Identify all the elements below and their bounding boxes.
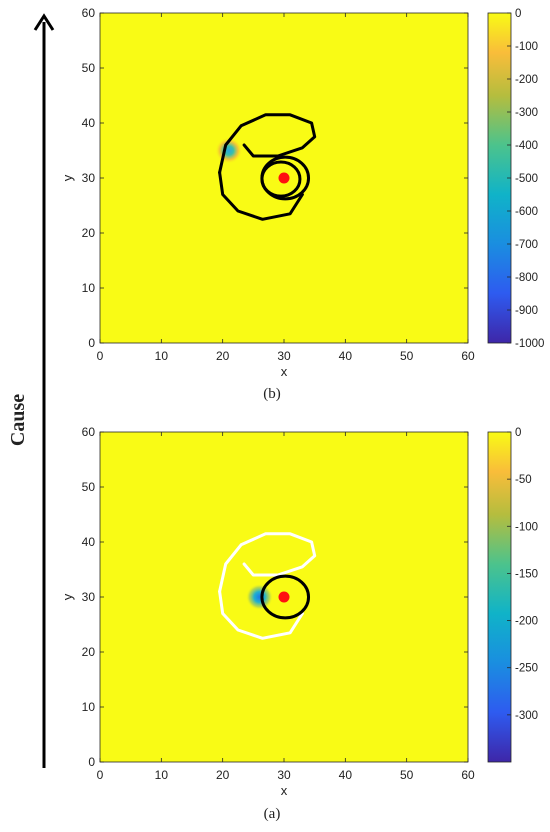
y-axis-label: y [60, 174, 75, 181]
contour-circle-inner [260, 160, 302, 198]
y-tick-label: 30 [82, 590, 96, 604]
x-tick-label: 0 [97, 768, 104, 782]
colorbar-tick-label: -600 [515, 206, 538, 218]
y-tick-label: 10 [82, 281, 96, 295]
x-axis-label: x [281, 364, 288, 379]
y-tick-label: 0 [88, 755, 95, 769]
x-tick-label: 50 [400, 349, 414, 363]
colorbar-tick-label: -250 [515, 663, 538, 675]
y-tick-label: 40 [82, 535, 96, 549]
x-tick-label: 60 [461, 349, 475, 363]
colorbar-tick-label: -150 [515, 568, 538, 580]
colorbar-tick-label: -200 [515, 74, 538, 86]
x-tick-label: 40 [339, 768, 353, 782]
panel-label: (a) [264, 806, 281, 822]
y-tick-label: 20 [82, 226, 96, 240]
x-axis-label: x [281, 783, 288, 798]
y-tick-label: 30 [82, 171, 96, 185]
colorbar-box [487, 431, 512, 763]
colorbar-tick-label: -100 [515, 41, 538, 53]
colorbar [488, 13, 511, 343]
colorbar-tick-label: 0 [515, 8, 521, 20]
panel-label: (b) [263, 386, 281, 402]
y-tick-label: 40 [82, 116, 96, 130]
colorbar-tick-label: -300 [515, 107, 538, 119]
y-tick-label: 60 [82, 6, 96, 20]
source-point [278, 172, 290, 184]
panel-b: 0 10 20 30 40 50 60 0 10 20 30 40 50 60 x y (b) 0 -100 -200… [60, 6, 544, 402]
y-tick-label: 20 [82, 645, 96, 659]
x-tick-label: 60 [461, 768, 475, 782]
colorbar-tick-label: -800 [515, 272, 538, 284]
x-tick-label: 20 [216, 349, 230, 363]
x-tick-label: 30 [277, 349, 291, 363]
colorbar-tick-label: -1000 [515, 338, 544, 350]
y-axis-label: y [60, 593, 75, 600]
x-tick-label: 10 [155, 768, 169, 782]
y-tick-label: 10 [82, 700, 96, 714]
y-tick-label: 0 [88, 336, 95, 350]
panel-a: 0 10 20 30 40 50 60 0 10 20 30 40 50 60 x y (a) 0 -50 -100 -… [60, 425, 538, 822]
contour-loop [218, 113, 317, 174]
x-tick-label: 50 [400, 768, 414, 782]
colorbar-tick-label: -50 [515, 474, 532, 486]
side-label: Cause [7, 394, 29, 446]
hotspot [245, 583, 273, 611]
colorbar-tick-label: -300 [515, 710, 538, 722]
colorbar-tick-label: -700 [515, 239, 538, 251]
colorbar-tick-label: -200 [515, 616, 538, 628]
y-tick-label: 50 [82, 480, 96, 494]
colorbar-tick-label: 0 [515, 427, 521, 439]
x-tick-label: 20 [216, 768, 230, 782]
contour-outer [218, 171, 304, 221]
x-tick-label: 30 [277, 768, 291, 782]
colorbar-tick-label: -400 [515, 140, 538, 152]
contour-loop [218, 532, 317, 593]
y-tick-label: 60 [82, 425, 96, 439]
y-tick-label: 50 [82, 61, 96, 75]
colorbar [488, 432, 511, 762]
x-tick-label: 40 [339, 349, 353, 363]
x-tick-label: 0 [97, 349, 104, 363]
x-tick-label: 10 [155, 349, 169, 363]
colorbar-tick-label: -900 [515, 305, 538, 317]
colorbar-tick-label: -500 [515, 173, 538, 185]
source-point [278, 591, 290, 603]
contour-circle [260, 574, 311, 620]
contour-outer [218, 590, 304, 640]
colorbar-tick-label: -100 [515, 521, 538, 533]
cause-arrow [33, 13, 55, 768]
